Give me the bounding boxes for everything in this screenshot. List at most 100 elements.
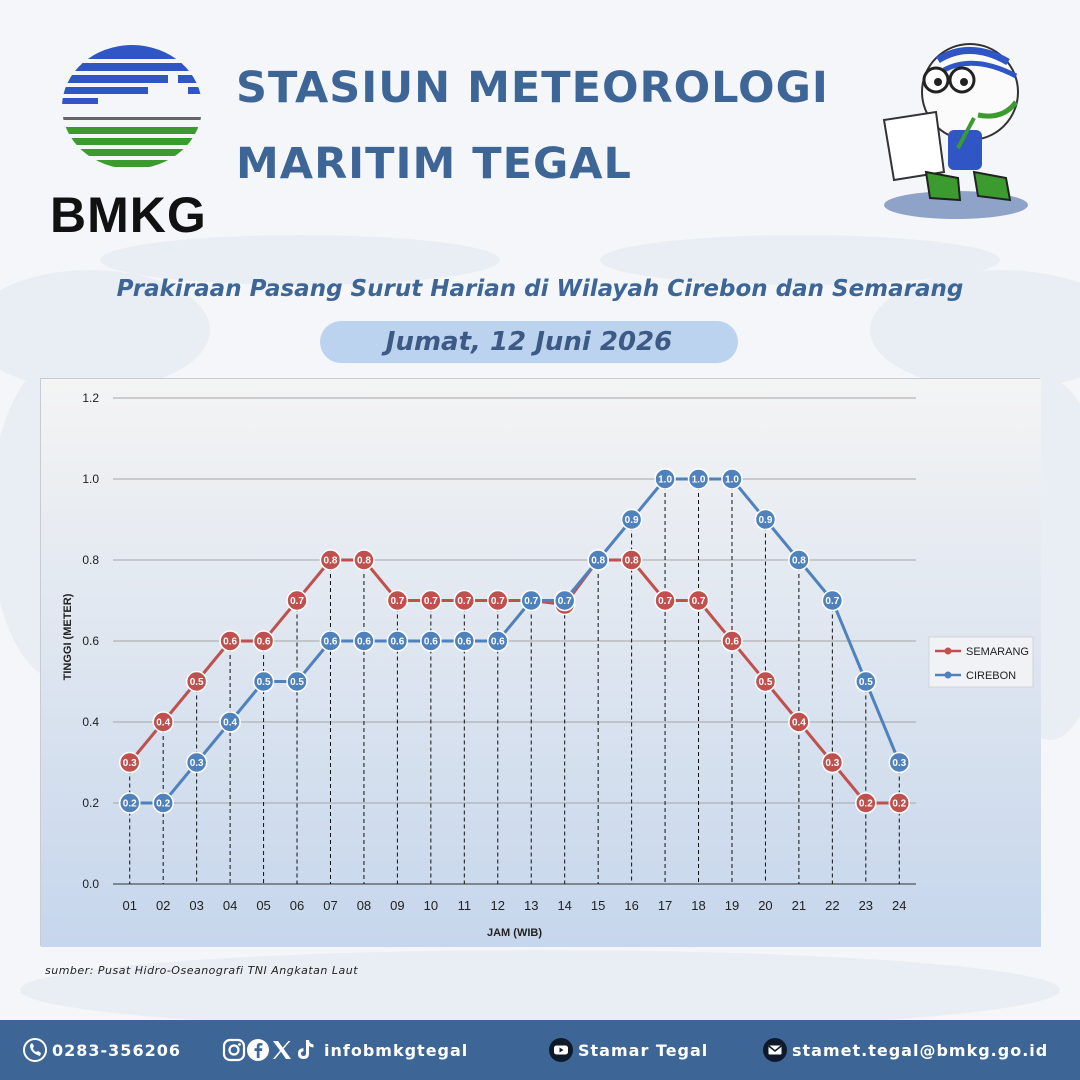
data-point-semarang [821,751,844,774]
data-point-cirebon [553,589,576,612]
data-label-cirebon: 0.3 [190,758,204,769]
data-point-semarang [888,792,911,814]
data-label-cirebon: 1.0 [725,475,739,486]
data-label-cirebon: 1.0 [692,475,706,486]
data-point-semarang [487,589,509,612]
data-point-semarang [152,711,174,733]
data-point-semarang [185,670,208,693]
data-label-semarang: 0.5 [758,677,772,688]
x-tick-label: 05 [256,898,270,913]
data-point-cirebon [487,630,509,652]
x-axis-title: JAM (WIB) [487,927,542,939]
chart-subtitle: Prakiraan Pasang Surut Harian di Wilayah… [116,276,964,302]
data-point-cirebon [587,549,609,571]
data-point-cirebon [620,508,643,531]
data-point-semarang [353,549,375,571]
data-label-cirebon: 0.8 [792,556,806,567]
data-label-semarang: 0.4 [156,718,170,729]
y-tick-label: 0.6 [82,634,99,648]
legend-box [928,636,1034,688]
data-label-semarang: 0.7 [290,596,304,607]
x-tick-label: 24 [892,898,906,913]
phone-number: 0283-356206 [52,1040,181,1060]
data-point-cirebon [821,589,844,612]
x-tick-label: 03 [189,898,203,913]
bmkg-logo [62,45,202,167]
instagram-icon [222,1038,246,1062]
data-point-semarang [252,630,275,652]
data-label-semarang: 0.6 [223,637,237,648]
legend-marker-semarang [944,647,952,655]
data-label-semarang: 0.4 [792,718,806,729]
data-point-cirebon [520,589,542,612]
x-tick-label: 13 [524,898,538,913]
data-point-semarang [620,549,643,571]
data-point-cirebon [453,630,476,652]
youtube-channel: Stamar Tegal [578,1040,709,1060]
data-point-cirebon [788,549,810,571]
x-tick-label: 10 [424,898,438,913]
y-tick-label: 0.8 [82,553,99,567]
data-label-cirebon: 0.6 [357,637,371,648]
data-label-cirebon: 0.7 [524,596,538,607]
chart-background [41,379,1041,947]
footer-social[interactable]: infobmkgtegal [222,1020,468,1080]
data-point-cirebon [319,630,342,652]
legend-label-semarang: SEMARANG [966,646,1029,658]
footer-youtube[interactable]: Stamar Tegal [548,1020,708,1080]
data-point-cirebon [353,630,375,652]
data-point-cirebon [888,751,911,774]
x-tick-label: 19 [725,898,739,913]
data-point-semarang [420,589,442,612]
data-label-cirebon: 0.2 [123,799,137,810]
data-label-cirebon: 0.7 [558,596,572,607]
x-tick-label: 01 [122,898,136,913]
tiktok-icon [298,1040,314,1059]
data-label-cirebon: 0.8 [591,556,605,567]
page-title-line1: STASIUN METEOROLOGI [236,63,829,113]
data-label-semarang: 0.2 [892,799,906,810]
data-label-semarang: 0.3 [123,758,137,769]
bmkg-logo-text: BMKG [50,187,207,243]
legend-marker-cirebon [944,671,952,679]
data-label-cirebon: 0.5 [257,677,271,688]
phone-icon [23,1038,47,1062]
data-point-semarang [386,589,409,612]
data-label-semarang: 0.2 [859,799,873,810]
source-note: sumber: Pusat Hidro-Oseanografi TNI Angk… [45,964,359,977]
mascot-illustration [882,43,1028,219]
x-tick-label: 08 [357,898,371,913]
y-tick-label: 0.4 [82,715,99,729]
data-label-semarang: 0.3 [825,758,839,769]
footer-phone[interactable]: 0283-356206 [22,1020,181,1080]
y-tick-label: 0.0 [82,877,99,891]
data-label-cirebon: 0.6 [491,637,505,648]
data-label-semarang: 0.7 [491,596,505,607]
y-tick-label: 1.0 [82,472,99,486]
email-address: stamet.tegal@bmkg.go.id [792,1040,1049,1060]
y-axis-title: TINGGI (METER) [62,593,74,680]
data-point-semarang [788,711,810,733]
data-point-semarang [855,792,877,814]
data-label-semarang: 0.8 [357,556,371,567]
x-tick-label: 15 [591,898,605,913]
data-label-cirebon: 0.2 [156,799,170,810]
data-point-cirebon [252,670,275,693]
footer-email[interactable]: stamet.tegal@bmkg.go.id [762,1020,1048,1080]
data-label-cirebon: 0.9 [758,515,772,526]
chart-svg: 0.0 0.2 0.4 0.6 0.8 1.0 1.2 01 02 03 04 05 06 07 08 09 1… [41,379,1041,947]
data-point-cirebon [152,792,174,814]
x-tick-label: 17 [658,898,672,913]
data-label-cirebon: 0.5 [290,677,304,688]
data-point-semarang [721,630,743,652]
x-tick-label: 14 [557,898,571,913]
x-tick-label: 21 [792,898,806,913]
data-point-semarang [453,589,476,612]
x-tick-label: 09 [390,898,404,913]
data-point-cirebon [754,508,777,531]
data-point-semarang [219,630,241,652]
data-point-cirebon [219,711,241,733]
data-label-semarang: 0.7 [658,596,672,607]
y-tick-label: 1.2 [82,391,99,405]
data-point-cirebon [286,670,308,693]
